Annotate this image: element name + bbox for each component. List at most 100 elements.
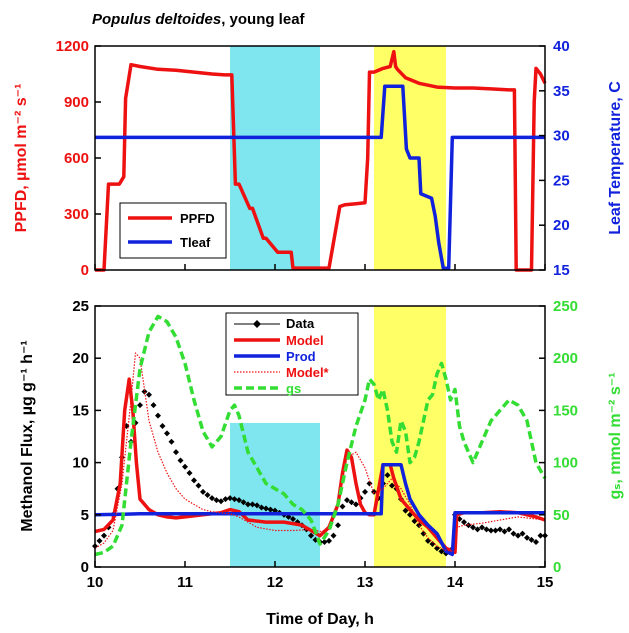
bottom-series-data-point <box>402 507 409 514</box>
top-right-tick-label-30: 30 <box>553 128 570 145</box>
bottom-series-data-point <box>411 518 418 525</box>
bottom-series-data-point <box>240 499 247 506</box>
top-left-tick-label-600: 600 <box>64 150 89 167</box>
bottom-series-data-point <box>218 498 224 505</box>
bottom-series-data-point <box>186 470 193 477</box>
x-tick-label-13: 13 <box>357 574 374 591</box>
top-right-tick-label-20: 20 <box>553 217 570 234</box>
bottom-series-data-point <box>191 477 197 484</box>
top-ticks: 0 300 600 900 1200 15 20 25 30 35 40 <box>56 38 570 279</box>
x-tick-label-14: 14 <box>447 574 464 591</box>
bottom-series-data-point <box>164 430 170 437</box>
top-left-axis-label: PPFD, µmol m⁻² s⁻¹ <box>13 84 30 233</box>
bottom-series-data-point <box>146 391 152 398</box>
legend-model-label: Model <box>286 333 324 348</box>
bottom-series-data-point <box>182 463 188 470</box>
bottom-series-data-point <box>137 402 143 409</box>
bottom-series-data-point <box>141 388 148 395</box>
bottom-series-data-point <box>330 532 337 539</box>
bottom-series-data-point <box>425 537 431 544</box>
bottom-series-data-point <box>321 538 328 545</box>
bottom-series-data-point <box>150 402 157 409</box>
bottom-series-data-point <box>434 545 440 552</box>
bottom-series-data-point <box>348 499 355 506</box>
bottom-right-axis-label: gₛ, mmol m⁻² s⁻¹ <box>607 373 624 500</box>
bottom-left-tick-label-20: 20 <box>72 350 89 367</box>
bottom-left-tick-label-15: 15 <box>72 402 89 419</box>
bottom-series-data-point <box>474 526 481 533</box>
bottom-series-data-point <box>209 495 215 502</box>
bottom-shaded-regions <box>230 306 446 567</box>
x-tick-label-10: 10 <box>87 574 104 591</box>
bottom-series-data-point <box>96 537 103 544</box>
bottom-series-data-point <box>470 524 476 531</box>
bottom-series-data-point <box>528 536 535 543</box>
x-tick-label-15: 15 <box>537 574 554 591</box>
bottom-series-data-point <box>236 497 242 504</box>
bottom-series-data-point <box>213 497 220 504</box>
title-species: Populus deltoides <box>92 11 221 28</box>
bottom-series-data-point <box>533 538 539 545</box>
bottom-shaded-region-2 <box>374 306 446 567</box>
bottom-series-model <box>94 352 546 552</box>
bottom-series-data-point <box>510 530 517 537</box>
top-right-tick-label-35: 35 <box>553 83 570 100</box>
bottom-series-group <box>92 314 548 557</box>
bottom-series-data-point <box>245 501 251 508</box>
bottom-left-tick-label-25: 25 <box>72 298 89 315</box>
bottom-series-data-point <box>200 488 206 495</box>
bottom-series-data-point <box>429 541 436 548</box>
bottom-right-tick-label-200: 200 <box>553 350 578 367</box>
bottom-series-data-point <box>438 548 445 555</box>
top-left-tick-label-0: 0 <box>81 262 89 279</box>
bottom-right-tick-label-50: 50 <box>553 507 570 524</box>
x-axis-label: Time of Day, h <box>266 611 374 628</box>
bottom-series-data-point <box>258 504 265 511</box>
legend-gs-label: gs <box>286 381 301 396</box>
bottom-left-axis-label: Methanol Flux, µg g⁻¹ h⁻¹ <box>19 340 36 531</box>
bottom-series-data-point <box>173 449 179 456</box>
bottom-series-data-point <box>101 532 107 539</box>
top-shaded-regions <box>230 46 446 270</box>
bottom-series-data-point <box>335 522 341 529</box>
top-right-tick-label-25: 25 <box>553 172 570 189</box>
bottom-series-data-point <box>353 501 359 508</box>
bottom-series-data-point <box>231 496 238 503</box>
bottom-series-data-point <box>263 505 269 512</box>
bottom-series-data-point <box>483 526 490 533</box>
top-left-tick-label-300: 300 <box>64 206 89 223</box>
bottom-series-data-point <box>497 526 503 533</box>
top-legend-box <box>119 202 227 259</box>
bottom-series-data-point <box>339 503 346 510</box>
bottom-right-tick-label-100: 100 <box>553 455 578 472</box>
top-left-tick-label-900: 900 <box>64 94 89 111</box>
bottom-series-data-point <box>222 496 229 503</box>
legend-prod-label: Prod <box>286 349 316 364</box>
bottom-series-data-point <box>308 532 314 539</box>
title-rest: , young leaf <box>221 11 305 28</box>
bottom-series-data-point <box>362 488 368 495</box>
bottom-right-tick-label-0: 0 <box>553 559 561 576</box>
bottom-right-tick-label-250: 250 <box>553 298 578 315</box>
legend-tleaf-label: Tleaf <box>180 235 211 250</box>
top-right-tick-label-40: 40 <box>553 38 570 55</box>
bottom-series-data-point <box>515 532 521 539</box>
bottom-series-data-point <box>416 522 422 529</box>
bottom-series-data-point <box>492 527 499 534</box>
bottom-series-data-point <box>267 506 274 513</box>
bottom-series-prod <box>94 462 545 557</box>
bottom-series-data-point <box>501 528 508 535</box>
bottom-series-data-point <box>254 502 260 509</box>
legend-ppfd-label: PPFD <box>180 211 215 226</box>
top-right-tick-label-15: 15 <box>553 262 570 279</box>
bottom-shaded-region-1 <box>230 422 320 567</box>
bottom-left-tick-label-10: 10 <box>72 455 89 472</box>
bottom-right-tick-label-150: 150 <box>553 402 578 419</box>
bottom-series-data-point <box>479 524 485 531</box>
bottom-series-data-point <box>155 412 161 419</box>
bottom-series-data-point <box>249 501 256 508</box>
bottom-legend: Data Model Prod Model* gs <box>225 312 359 396</box>
bottom-series-data-point <box>177 457 184 464</box>
